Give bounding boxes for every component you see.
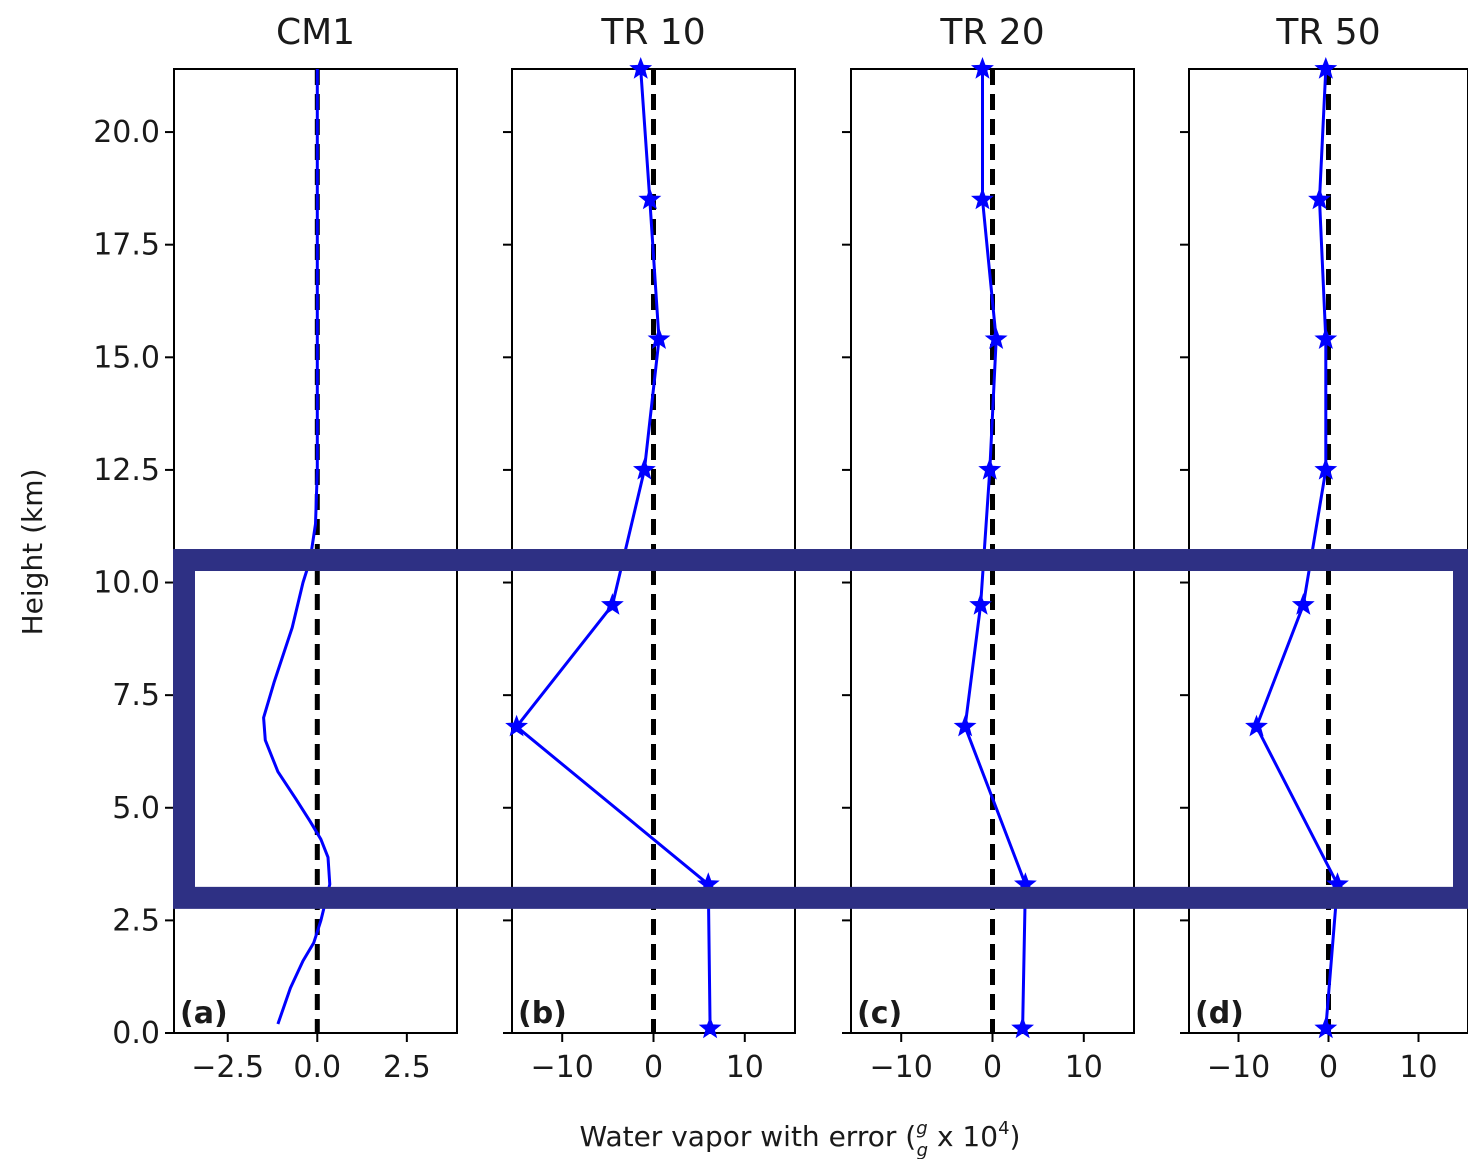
panel-letter: (a) [180, 996, 228, 1031]
y-tick-label: 10.0 [93, 566, 160, 601]
x-tick-label: −10 [1207, 1050, 1270, 1085]
panel-title: TR 50 [1275, 12, 1380, 53]
y-axis-label: Height (km) [16, 469, 49, 636]
chart-panels: CM1 0.0 2.5 5.0 7.5 10.0 12.5 15.0 17.5 20.0 −2.5 0… [93, 12, 1468, 1085]
y-tick-label: 7.5 [112, 678, 160, 713]
highlight-box [173, 549, 1468, 909]
y-tick-label: 17.5 [93, 228, 160, 263]
panel-title: TR 10 [600, 12, 705, 53]
data-point [601, 593, 624, 615]
data-point [1245, 714, 1268, 737]
x-tick-label: 10 [1399, 1050, 1437, 1085]
y-tick-label: 2.5 [112, 903, 160, 938]
x-axis-label-exponent: 4 [998, 1118, 1009, 1139]
data-point [1314, 457, 1338, 480]
x-axis-label-fraction-den: g [917, 1140, 928, 1159]
data-point [969, 593, 992, 615]
series-line [963, 69, 1027, 1029]
panel-1: CM1 0.0 2.5 5.0 7.5 10.0 12.5 15.0 17.5 20.0 −2.5 0… [93, 12, 458, 1085]
panel-2: TR 10 −10 0 10 (b) [503, 12, 796, 1085]
y-tick-label: 12.5 [93, 453, 160, 488]
x-tick-label: −10 [870, 1050, 933, 1085]
data-point [696, 872, 720, 895]
x-tick-label: 2.5 [383, 1050, 431, 1085]
data-point [505, 714, 528, 737]
data-point [1308, 187, 1331, 210]
x-tick-label: 10 [1065, 1050, 1103, 1085]
panel-letter: (c) [857, 996, 902, 1031]
x-axis-label-text: Water vapor with error ( [580, 1120, 917, 1153]
x-axis-label: Water vapor with error (g g x 104) [580, 1118, 1021, 1159]
x-axis-label-tail: x 10 [928, 1120, 998, 1153]
x-tick-label: 0.0 [293, 1050, 341, 1085]
x-tick-label: −10 [531, 1050, 594, 1085]
data-point [971, 187, 994, 210]
panel-letter: (d) [1195, 996, 1244, 1031]
data-point [1314, 327, 1338, 349]
y-tick-label: 0.0 [112, 1016, 160, 1051]
data-point [698, 1016, 722, 1039]
series-line [515, 68, 712, 1029]
series-line [1255, 68, 1339, 1029]
x-tick-label: 0 [1319, 1050, 1338, 1085]
data-point [629, 57, 653, 79]
data-point [1326, 872, 1349, 895]
data-point [1314, 1016, 1338, 1039]
x-tick-label: 10 [726, 1050, 764, 1085]
data-point [647, 327, 671, 349]
panel-letter: (b) [518, 996, 567, 1031]
y-tick-label: 15.0 [93, 340, 160, 375]
data-point [1011, 1016, 1034, 1039]
data-point [633, 457, 656, 480]
panel-4: TR 50 −10 0 10 (d) [1180, 12, 1468, 1085]
x-tick-label: 0 [983, 1050, 1002, 1085]
data-point [1291, 593, 1315, 615]
data-point [978, 457, 1002, 480]
data-point [984, 327, 1008, 349]
data-point [971, 57, 994, 79]
series-line [262, 69, 332, 1025]
y-tick-label: 5.0 [112, 791, 160, 826]
data-point [953, 714, 977, 737]
panel-title: TR 20 [939, 12, 1044, 53]
x-axis-label-fraction-num: g [916, 1118, 927, 1139]
y-tick-label: 20.0 [93, 115, 160, 150]
data-point [1314, 57, 1338, 79]
x-tick-label: 0 [644, 1050, 663, 1085]
x-axis-label-close: ) [1010, 1120, 1021, 1153]
data-point [1014, 872, 1037, 895]
highlight-overlay [173, 549, 1468, 909]
panel-3: TR 20 −10 0 10 (c) [842, 12, 1135, 1085]
panel-title: CM1 [276, 12, 355, 53]
x-tick-label: −2.5 [191, 1050, 264, 1085]
data-point [638, 187, 662, 210]
